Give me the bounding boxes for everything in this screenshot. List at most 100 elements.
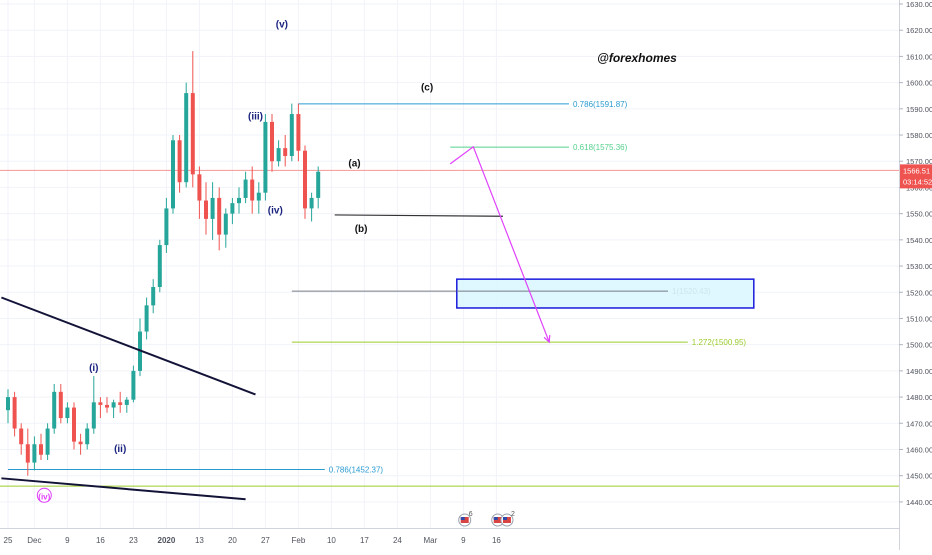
candle-body bbox=[131, 370, 136, 400]
candle-body bbox=[309, 197, 314, 209]
candle-body bbox=[91, 402, 96, 429]
fib-level-label: 0.786(1591.87) bbox=[573, 100, 628, 109]
time-axis[interactable]: 25 Dec 9 16 23 2020 13 20 27 Feb 10 17 24 Mar 9 16 bbox=[4, 536, 502, 545]
time-tick-label: 23 bbox=[129, 536, 138, 545]
candle-body bbox=[276, 148, 281, 162]
candle-body bbox=[111, 402, 116, 408]
candle-body bbox=[105, 404, 109, 408]
event-count: 2 bbox=[511, 511, 515, 518]
price-tick-label: 1630.00 bbox=[906, 0, 932, 9]
candle-body bbox=[12, 397, 17, 429]
candle-body bbox=[223, 213, 228, 235]
time-tick-label: 20 bbox=[228, 536, 237, 545]
time-tick-label: 25 bbox=[4, 536, 13, 545]
candle-body bbox=[39, 444, 43, 455]
projection-line[interactable] bbox=[449, 145, 550, 343]
time-tick-label: 2020 bbox=[158, 536, 176, 545]
price-tick-label: 1570.00 bbox=[906, 157, 932, 166]
wave-label: (c) bbox=[421, 82, 433, 93]
fib-level-label: 0.786(1452.37) bbox=[329, 465, 384, 474]
candle-body bbox=[118, 402, 123, 405]
current-price-label: 1566.51 bbox=[903, 166, 930, 175]
candle-body bbox=[210, 197, 215, 219]
candle-body bbox=[65, 407, 70, 419]
price-axis[interactable]: 1630.00 1620.00 1610.00 1600.00 1590.00 1580.… bbox=[899, 0, 932, 507]
fib-levels[interactable]: 0.786(1591.87)0.618(1575.36)1(1520.43)1.… bbox=[0, 100, 899, 487]
price-tick-label: 1540.00 bbox=[906, 236, 932, 245]
event-flag-canton bbox=[502, 517, 507, 520]
candle-body bbox=[177, 140, 182, 183]
bar-countdown-label: 03:14:52 bbox=[903, 177, 932, 186]
candle-body bbox=[124, 399, 129, 405]
price-tick-label: 1520.00 bbox=[906, 288, 932, 297]
price-tick-label: 1490.00 bbox=[906, 367, 932, 376]
candle-body bbox=[58, 391, 63, 419]
price-tick-label: 1620.00 bbox=[906, 26, 932, 35]
time-tick-label: 13 bbox=[195, 536, 204, 545]
current-price-tag: 1566.51 03:14:52 bbox=[900, 164, 932, 189]
candle-body bbox=[256, 192, 261, 201]
wave-label: (b) bbox=[355, 224, 368, 235]
trendline[interactable] bbox=[1, 477, 246, 501]
price-tick-label: 1600.00 bbox=[906, 79, 932, 88]
trendline[interactable] bbox=[1, 296, 256, 396]
candle-body bbox=[45, 428, 50, 455]
time-tick-label: 9 bbox=[461, 536, 466, 545]
candle-body bbox=[204, 200, 208, 219]
candle-body bbox=[217, 197, 222, 235]
price-tick-label: 1530.00 bbox=[906, 262, 932, 271]
wave-label-circle bbox=[36, 487, 52, 503]
candle-body bbox=[283, 148, 288, 156]
price-tick-label: 1510.00 bbox=[906, 314, 932, 323]
price-tick-label: 1590.00 bbox=[906, 105, 932, 114]
trendline[interactable] bbox=[334, 214, 504, 217]
candle-body bbox=[250, 179, 255, 201]
grid bbox=[0, 0, 899, 528]
wave-label: (v) bbox=[276, 20, 288, 31]
candle-body bbox=[52, 391, 57, 429]
price-tick-label: 1460.00 bbox=[906, 445, 932, 454]
candle-body bbox=[237, 197, 241, 204]
candle-body bbox=[316, 171, 321, 198]
candle-body bbox=[144, 305, 149, 332]
candle-body bbox=[78, 441, 83, 445]
time-tick-label: 17 bbox=[360, 536, 369, 545]
price-tick-label: 1480.00 bbox=[906, 393, 932, 402]
fib-level-label: 1.272(1500.95) bbox=[692, 338, 747, 347]
candles bbox=[6, 51, 321, 476]
candle-body bbox=[164, 208, 169, 246]
candle-body bbox=[6, 397, 10, 411]
projection-path[interactable] bbox=[449, 145, 551, 344]
price-tick-label: 1580.00 bbox=[906, 131, 932, 140]
target-zone-box[interactable] bbox=[456, 278, 755, 309]
trendlines[interactable] bbox=[1, 214, 504, 501]
wave-label: (ii) bbox=[114, 444, 126, 455]
candle-body bbox=[270, 121, 274, 162]
price-tick-label: 1470.00 bbox=[906, 419, 932, 428]
event-count: 6 bbox=[469, 511, 473, 518]
candle-body bbox=[157, 245, 162, 288]
candle-body bbox=[98, 402, 103, 405]
time-tick-label: Dec bbox=[27, 536, 41, 545]
wave-label: (iv) bbox=[38, 492, 50, 501]
price-tick-label: 1500.00 bbox=[906, 341, 932, 350]
wave-label: (iv) bbox=[268, 206, 283, 217]
candle-body bbox=[171, 140, 175, 209]
price-tick-label: 1440.00 bbox=[906, 498, 932, 507]
candle-body bbox=[85, 428, 90, 445]
time-tick-label: Feb bbox=[292, 536, 306, 545]
time-tick-label: 27 bbox=[261, 536, 270, 545]
fib-level-label: 0.618(1575.36) bbox=[573, 143, 628, 152]
event-flag-canton bbox=[493, 517, 498, 520]
candle-body bbox=[289, 114, 294, 156]
price-tick-label: 1610.00 bbox=[906, 52, 932, 61]
candle-body bbox=[263, 121, 268, 193]
candle-body bbox=[19, 428, 24, 445]
candle-body bbox=[230, 203, 235, 214]
wave-label: (iii) bbox=[248, 111, 263, 122]
candle-body bbox=[190, 93, 195, 175]
target-zone[interactable] bbox=[456, 278, 755, 309]
